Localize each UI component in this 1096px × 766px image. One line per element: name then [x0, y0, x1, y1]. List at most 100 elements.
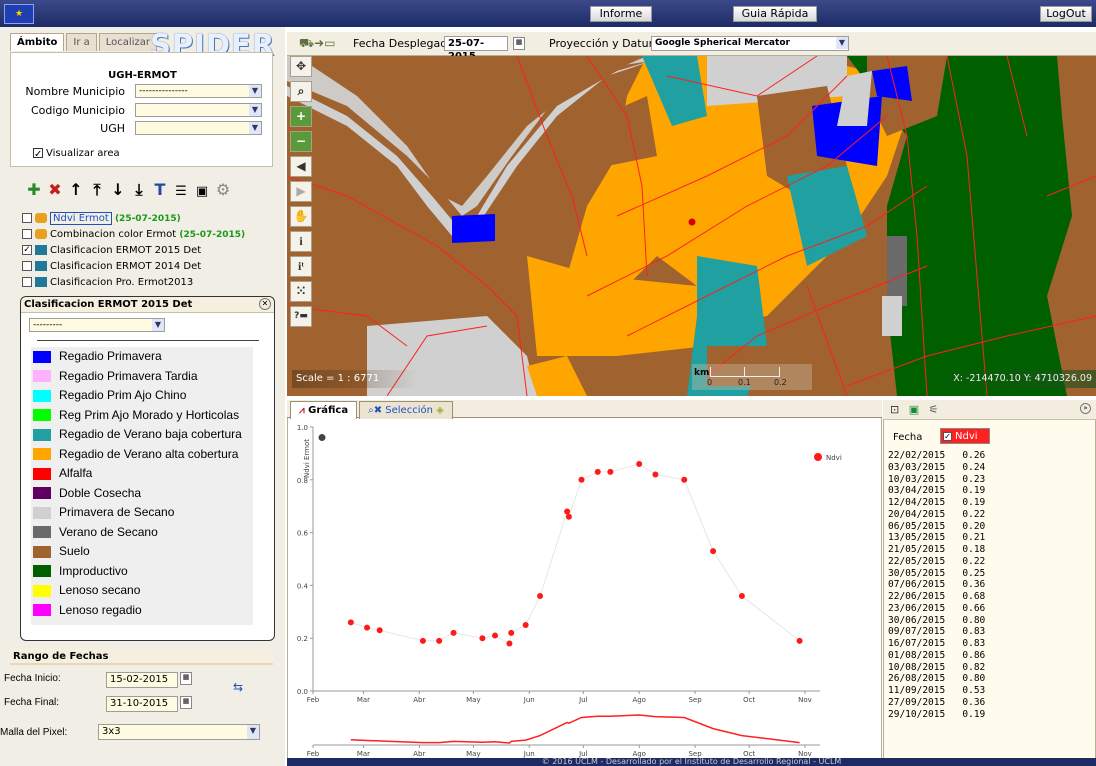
x-tick-label: May	[466, 696, 480, 704]
visualizar-area-row[interactable]: ✓ Visualizar area	[33, 148, 120, 160]
table-cell-fecha: 22/02/2015	[888, 450, 946, 461]
layer-checkbox[interactable]: ✓	[22, 245, 32, 255]
move-bottom-icon[interactable]: ⤓	[135, 180, 143, 199]
layer-row[interactable]: ✓ Clasificacion ERMOT 2015 Det	[22, 245, 201, 259]
excel-icon[interactable]: ▣	[908, 403, 923, 416]
zoom-box-icon[interactable]: ⌕	[290, 81, 312, 102]
table-row: 21/05/2015 0.18	[888, 544, 985, 555]
properties-icon[interactable]: ▣	[195, 184, 209, 199]
layer-checkbox[interactable]	[22, 213, 32, 223]
move-down-icon[interactable]: ↓	[111, 180, 125, 199]
km-tick: 0	[707, 378, 713, 387]
map-view[interactable]: Scale = 1 : 6771 km 0 0.1 0.2 X: -214470…	[287, 56, 1096, 396]
fecha-final-label: Fecha Final:	[4, 697, 60, 708]
measure-icon[interactable]: ?▬	[290, 306, 312, 327]
ndvi-series-checkbox[interactable]: ✓	[943, 431, 952, 441]
table-cell-ndvi: 0.24	[962, 461, 986, 473]
tab-grafica[interactable]: ⩘ Gráfica	[290, 401, 358, 419]
move-up-icon[interactable]: ↑	[69, 180, 83, 199]
list-icon[interactable]: ☰	[175, 184, 187, 199]
layer-checkbox[interactable]	[22, 261, 32, 271]
layer-checkbox[interactable]	[22, 229, 32, 239]
table-row: 10/03/2015 0.23	[888, 474, 985, 485]
calendar-icon[interactable]: ▦	[180, 672, 192, 685]
table-cell-fecha: 10/08/2015	[888, 661, 946, 673]
calendar-icon[interactable]: ▦	[513, 37, 525, 50]
guia-rapida-button[interactable]: Guia Rápida	[733, 6, 817, 22]
ambito-title: UGH-ERMOT	[108, 70, 177, 81]
map-nav-icon[interactable]: ⛟➜▭	[299, 36, 336, 50]
chevron-down-icon: ▼	[836, 37, 848, 49]
legend-swatch	[33, 428, 51, 441]
logout-button[interactable]: LogOut	[1040, 6, 1092, 22]
settings-icon[interactable]: ⚙	[215, 180, 231, 199]
layer-date: (25-07-2015)	[114, 214, 181, 224]
table-header-fecha: Fecha	[893, 432, 923, 443]
visualizar-area-checkbox[interactable]: ✓	[33, 148, 43, 160]
layer-row[interactable]: Clasificacion Pro. Ermot2013	[22, 277, 193, 291]
point-query-icon[interactable]: ⁙	[290, 281, 312, 302]
proyeccion-select[interactable]: Google Spherical Mercator ▼	[651, 36, 849, 51]
layer-row[interactable]: Ndvi Ermot (25-07-2015)	[22, 212, 181, 227]
info-time-icon[interactable]: iᵗ	[290, 256, 312, 277]
calendar-icon[interactable]: ▦	[180, 696, 192, 709]
zoom-out-icon[interactable]: −	[290, 131, 312, 152]
previous-view-icon[interactable]: ◀	[290, 156, 312, 177]
remove-layer-icon[interactable]: ✖	[48, 180, 62, 199]
next-view-icon[interactable]: ▶	[290, 181, 312, 202]
chart-settings-icon[interactable]: ⚟	[928, 403, 942, 416]
malla-select[interactable]: 3x3 ▼	[98, 724, 260, 740]
layer-row[interactable]: Combinacion color Ermot (25-07-2015)	[22, 229, 245, 243]
chevron-down-icon: ▼	[249, 104, 261, 116]
x-tick-label: Mar	[357, 696, 370, 704]
zoom-in-icon[interactable]: +	[290, 106, 312, 127]
legend-select[interactable]: --------- ▼	[29, 318, 165, 332]
close-icon[interactable]: ✕	[259, 298, 271, 310]
legend-item-label: Verano de Secano	[59, 524, 158, 539]
codigo-municipio-select[interactable]: ▼	[135, 103, 262, 117]
update-dates-icon[interactable]: ⇆	[232, 680, 244, 694]
legend-item-label: Lenoso regadio	[59, 602, 142, 617]
table-cell-ndvi: 0.20	[962, 520, 986, 532]
table-cell-ndvi: 0.19	[962, 497, 986, 508]
legend-swatch	[33, 545, 51, 558]
table-header-ndvi[interactable]: ✓ Ndvi	[940, 428, 990, 444]
pan-arrows-icon[interactable]: ✥	[290, 56, 312, 77]
info-icon[interactable]: i	[290, 231, 312, 252]
move-top-icon[interactable]: ⤒	[93, 180, 101, 199]
x-tick-label: Sep	[688, 696, 702, 704]
table-row: 30/05/2015 0.25	[888, 568, 985, 579]
export-chart-icon[interactable]: ⊡	[890, 403, 903, 416]
data-point	[347, 619, 354, 626]
tab-ambito[interactable]: Ámbito	[10, 33, 65, 51]
table-cell-fecha: 30/06/2015	[888, 614, 946, 626]
table-cell-fecha: 22/05/2015	[888, 555, 946, 567]
text-icon[interactable]: T	[154, 180, 166, 199]
data-point	[565, 513, 572, 520]
km-tick: 0.2	[774, 378, 787, 387]
tab-ir-a[interactable]: Ir a	[66, 33, 97, 51]
legend-item: Regadio de Verano alta cobertura	[33, 447, 273, 467]
expand-icon[interactable]: »	[1080, 403, 1091, 414]
fecha-desplegada-input[interactable]: 25-07-2015	[444, 36, 508, 62]
data-point	[710, 548, 717, 555]
fecha-final-input[interactable]: 31-10-2015	[106, 696, 178, 712]
layer-toolbar: ✚ ✖ ↑ ⤒ ↓ ⤓ T ☰ ▣ ⚙	[24, 180, 234, 202]
layer-row[interactable]: Clasificacion ERMOT 2014 Det	[22, 261, 201, 275]
layer-checkbox[interactable]	[22, 277, 32, 287]
x-tick-label: Abr	[413, 696, 425, 704]
ugh-select[interactable]: ▼	[135, 121, 262, 135]
add-layer-icon[interactable]: ✚	[27, 180, 41, 199]
hand-pan-icon[interactable]: ✋	[290, 206, 312, 227]
fecha-inicio-input[interactable]: 15-02-2015	[106, 672, 178, 688]
nombre-municipio-select[interactable]: --------------- ▼	[135, 84, 262, 98]
table-row: 29/10/2015 0.19	[888, 709, 985, 720]
legend-swatch	[33, 604, 51, 617]
tab-seleccion[interactable]: ⌕✖ Selección ◈	[359, 401, 453, 419]
nombre-municipio-value: ---------------	[139, 86, 188, 96]
tab-localizar[interactable]: Localizar	[98, 33, 157, 51]
table-cell-ndvi: 0.53	[962, 685, 986, 696]
table-row: 12/04/2015 0.19	[888, 497, 985, 508]
informe-button[interactable]: Informe	[590, 6, 652, 22]
chevron-down-icon: ▼	[249, 122, 261, 134]
